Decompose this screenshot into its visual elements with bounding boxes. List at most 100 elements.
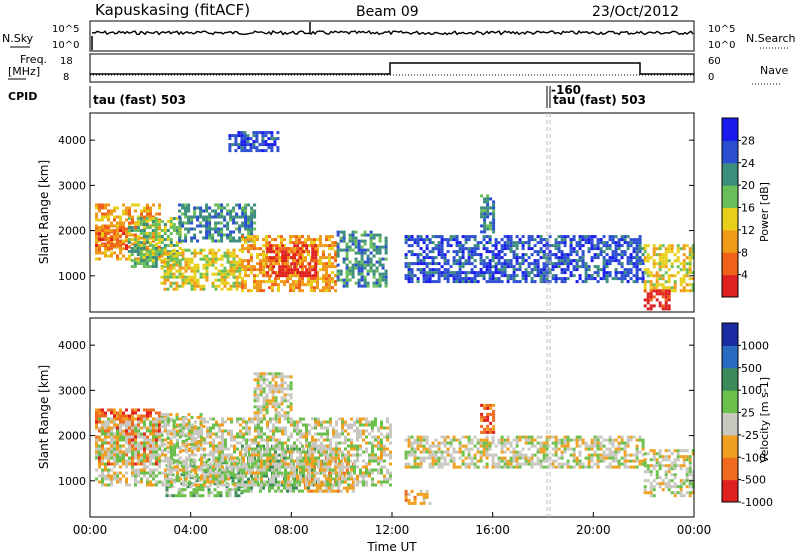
power-cell — [278, 271, 282, 275]
power-cell — [563, 235, 567, 239]
power-cell — [596, 244, 600, 248]
power-cell — [286, 250, 289, 254]
velocity-cell — [134, 462, 137, 466]
velocity-cell — [224, 453, 227, 457]
velocity-cell — [155, 444, 158, 448]
power-cell — [581, 244, 585, 248]
velocity-cell — [149, 426, 152, 430]
power-cell — [131, 218, 134, 222]
power-cell — [211, 239, 215, 243]
power-cell — [155, 212, 158, 216]
power-cell — [262, 262, 265, 266]
velocity-cell — [173, 447, 176, 451]
power-cell — [136, 220, 140, 223]
velocity-cell — [284, 426, 287, 430]
velocity-cell — [280, 456, 283, 460]
power-cell — [486, 206, 490, 210]
power-cell — [325, 286, 328, 290]
velocity-cell — [110, 447, 113, 451]
power-cell — [578, 241, 582, 245]
power-cell — [229, 266, 233, 270]
power-cell — [455, 238, 459, 242]
power-cell — [482, 259, 486, 263]
power-cell — [247, 262, 250, 266]
velocity-cell — [110, 411, 113, 415]
velocity-cell — [284, 447, 287, 451]
power-cell — [229, 230, 233, 234]
velocity-cell — [313, 447, 316, 451]
velocity-cell — [155, 480, 158, 484]
power-cell — [101, 251, 104, 255]
power-cell — [125, 227, 128, 231]
power-cell — [363, 278, 367, 282]
power-cell — [98, 229, 101, 233]
power-cell — [667, 292, 671, 296]
power-cell — [214, 251, 218, 255]
power-cell — [524, 280, 528, 284]
power-colorbar-swatch — [722, 140, 738, 164]
power-cell — [270, 134, 274, 138]
velocity-cell — [170, 462, 173, 466]
power-cell — [366, 233, 370, 237]
power-cell — [563, 244, 567, 248]
power-cell — [336, 251, 340, 255]
power-cell — [310, 280, 313, 284]
power-cell — [283, 283, 286, 287]
power-cell — [635, 280, 639, 284]
power-cell — [440, 244, 444, 248]
power-cell — [473, 253, 477, 257]
velocity-cell — [317, 456, 320, 460]
power-cell — [322, 268, 325, 272]
velocity-cell — [176, 417, 179, 421]
power-cell — [226, 209, 230, 213]
power-cell — [491, 271, 495, 275]
velocity-cell — [113, 441, 116, 445]
velocity-cell — [209, 450, 212, 454]
power-cell — [314, 268, 318, 272]
velocity-cell — [158, 447, 161, 451]
power-cell — [688, 256, 692, 260]
power-cell — [273, 137, 277, 141]
velocity-cell — [272, 429, 275, 433]
power-cell — [375, 266, 379, 270]
power-cell — [518, 241, 522, 245]
power-cell — [384, 251, 388, 255]
power-cell — [184, 269, 188, 273]
velocity-cell — [113, 450, 116, 454]
velocity-cell — [274, 477, 277, 481]
power-cell — [258, 149, 262, 153]
power-cell — [307, 277, 310, 281]
power-cell — [172, 217, 176, 220]
power-cell — [301, 253, 304, 257]
power-cell — [542, 271, 546, 275]
power-cell — [205, 227, 209, 231]
power-cell — [211, 209, 215, 213]
power-cell — [404, 235, 408, 239]
power-cell — [292, 286, 295, 290]
power-cell — [289, 238, 292, 242]
power-cell — [482, 271, 486, 275]
velocity-cell — [272, 468, 275, 472]
power-cell — [122, 209, 125, 213]
power-cell — [130, 247, 134, 250]
velocity-cell — [177, 494, 181, 498]
velocity-cell — [164, 426, 167, 430]
velocity-cell — [131, 447, 134, 451]
velocity-cell — [143, 444, 146, 448]
power-cell — [158, 245, 161, 249]
velocity-cell — [161, 483, 164, 487]
power-cell — [334, 265, 337, 269]
power-cell — [354, 263, 358, 267]
velocity-cell — [275, 465, 278, 469]
velocity-cell — [245, 426, 248, 430]
power-cell — [160, 238, 164, 241]
velocity-cell — [194, 459, 197, 463]
power-cell — [646, 259, 650, 263]
velocity-cell — [221, 477, 224, 481]
power-cell — [623, 271, 627, 275]
power-cell — [614, 271, 618, 275]
power-cell — [334, 253, 337, 257]
velocity-cell — [290, 459, 293, 463]
power-cell — [235, 221, 239, 225]
velocity-cell — [149, 468, 152, 472]
